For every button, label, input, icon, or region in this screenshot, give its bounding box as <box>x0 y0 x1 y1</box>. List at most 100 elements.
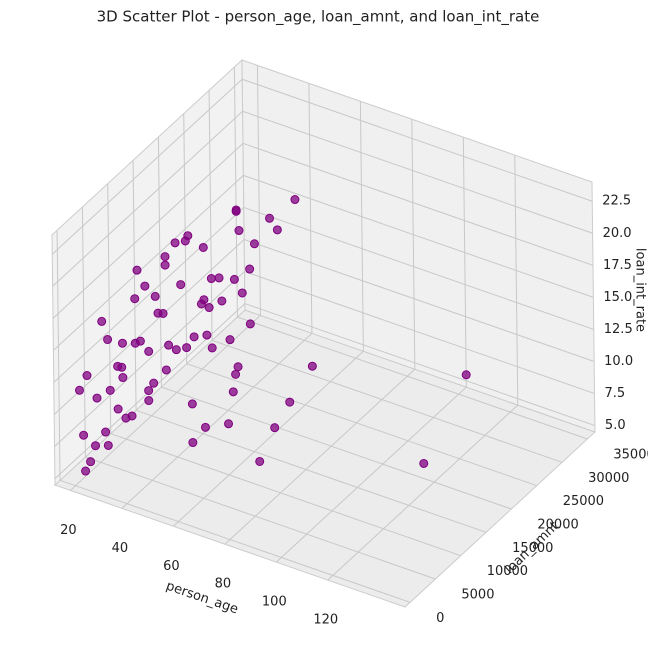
point <box>231 206 241 216</box>
point <box>217 296 227 306</box>
z-tick-label: 10.0 <box>604 354 633 369</box>
point <box>74 385 84 395</box>
y-grid-line <box>81 206 86 458</box>
point <box>204 303 214 313</box>
x-tick-label: 100 <box>262 595 287 610</box>
x-tick-label: 40 <box>112 541 129 556</box>
point <box>307 361 317 371</box>
point <box>91 441 101 451</box>
point <box>272 225 282 235</box>
point <box>202 330 212 340</box>
point <box>255 456 265 466</box>
y-tick-label: 30000 <box>588 471 629 486</box>
y-grid-line <box>85 456 436 580</box>
point <box>105 385 115 395</box>
z-grid-line <box>53 239 245 415</box>
point <box>144 346 154 356</box>
point <box>224 419 234 429</box>
point <box>103 440 113 450</box>
point <box>149 378 159 388</box>
point <box>245 264 255 274</box>
point <box>231 369 241 379</box>
z-grid-line <box>51 78 243 255</box>
point <box>200 422 210 432</box>
z-grid-line <box>52 110 243 287</box>
y-grid-line <box>211 339 563 463</box>
x-tick-label: 120 <box>313 613 338 628</box>
x-grid-line <box>224 368 416 545</box>
y-grid-line <box>157 136 162 388</box>
point <box>225 335 235 345</box>
y-tick-label: 35000 <box>613 448 648 463</box>
z-grid-line <box>53 175 244 351</box>
x-tick-label: 60 <box>163 559 180 574</box>
point <box>132 265 142 275</box>
z-grid-line <box>242 142 594 266</box>
y-grid-line <box>237 316 588 440</box>
point <box>198 242 208 252</box>
z-axis-label: loan_int_rate <box>633 248 648 332</box>
z-tick-label: 7.5 <box>605 386 626 401</box>
y-grid-line <box>132 160 137 411</box>
point <box>187 399 197 409</box>
point <box>161 365 171 375</box>
y-grid-line <box>208 90 213 341</box>
point <box>237 288 247 298</box>
point <box>171 345 181 355</box>
point <box>183 231 193 241</box>
z-grid-line <box>242 78 593 202</box>
z-grid-line <box>243 239 595 362</box>
point <box>150 291 160 301</box>
z-tick-label: 20.0 <box>603 226 632 241</box>
z-grid-line <box>53 207 245 383</box>
point <box>290 195 300 205</box>
point <box>118 373 128 383</box>
y-tick-label: 20000 <box>537 518 578 533</box>
y-tick-label: 0 <box>436 611 444 626</box>
point <box>113 404 123 414</box>
x-grid-line <box>70 315 261 491</box>
y-grid-line <box>59 479 411 603</box>
z-grid-line <box>244 303 596 427</box>
point <box>160 260 170 270</box>
point <box>144 396 154 406</box>
y-tick-label: 25000 <box>563 494 604 509</box>
z-tick-label: 17.5 <box>603 258 632 273</box>
y-grid-line <box>135 409 487 533</box>
point <box>189 332 199 342</box>
x-grid-line <box>514 155 519 406</box>
point <box>81 466 91 476</box>
point <box>82 371 92 381</box>
z-tick-label: 12.5 <box>604 322 633 337</box>
point <box>182 343 192 353</box>
y-tick-label: 15000 <box>512 541 553 556</box>
x-grid-line <box>411 119 416 370</box>
point <box>97 316 107 326</box>
point <box>285 397 295 407</box>
point <box>419 458 429 468</box>
point <box>144 386 154 396</box>
points <box>74 195 471 476</box>
x-grid-line <box>121 332 313 509</box>
point <box>245 319 255 329</box>
point <box>101 427 111 437</box>
x-grid-line <box>308 83 313 334</box>
point <box>265 213 275 223</box>
point <box>188 438 198 448</box>
point <box>170 238 180 248</box>
point <box>135 336 145 346</box>
z-tick-label: 22.5 <box>602 194 631 209</box>
y-grid-line <box>186 363 537 487</box>
z-grid-line <box>52 142 244 319</box>
point <box>117 362 127 372</box>
z-tick-label: 15.0 <box>603 290 632 305</box>
point <box>233 362 243 372</box>
y-tick-label: 5000 <box>461 588 494 603</box>
x-grid-line <box>173 350 364 527</box>
x-grid-line <box>256 65 261 316</box>
point <box>86 457 96 467</box>
point <box>196 299 206 309</box>
chart-title: 3D Scatter Plot - person_age, loan_amnt,… <box>97 8 540 27</box>
point <box>207 343 217 353</box>
